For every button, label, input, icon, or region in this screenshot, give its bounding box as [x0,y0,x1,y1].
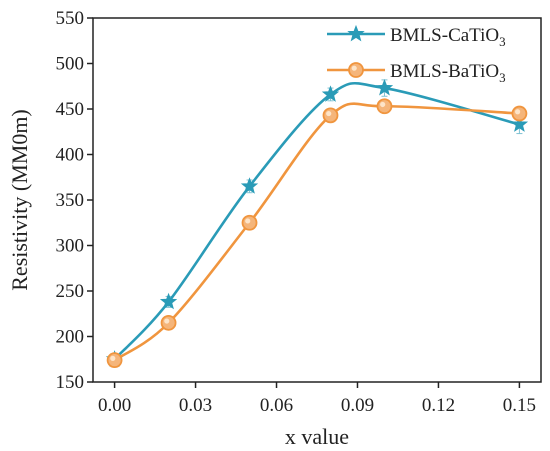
marker-highlight [326,110,332,117]
data-point [375,78,394,96]
y-tick-label: 350 [56,190,85,211]
x-axis: 0.00 0.03 0.06 0.09 0.12 0.15 [98,382,536,416]
series-line [113,81,520,361]
series-2 [106,98,528,369]
legend-item: BMLS-BaTiO3 [327,61,506,85]
x-tick-label: 0.09 [341,395,374,416]
y-tick-label: 200 [56,327,85,348]
x-tick-label: 0.12 [422,395,455,416]
x-axis-title: x value [285,424,349,449]
legend-label: BMLS-BaTiO3 [390,61,506,85]
y-tick-label: 500 [56,54,85,75]
marker-highlight [110,355,116,361]
data-point [240,177,259,194]
y-tick-label: 450 [56,99,85,120]
y-tick-label: 250 [56,281,85,302]
series-layer [105,78,529,369]
legend-marker [347,24,365,42]
y-tick-label: 300 [56,236,85,257]
marker-highlight [245,218,251,224]
y-tick-label: 150 [56,372,85,393]
x-tick-label: 0.06 [260,395,293,416]
x-tick-label: 0.15 [503,395,536,416]
marker-highlight [515,109,521,115]
marker-highlight [380,101,386,108]
y-tick-label: 400 [56,145,85,166]
legend-marker [348,62,364,78]
data-point [159,292,178,310]
data-point [106,352,123,369]
legend-label: BMLS-CaTiO3 [390,25,506,49]
data-point [511,105,528,122]
marker-highlight [351,65,357,71]
x-tick-label: 0.03 [179,395,212,416]
legend: BMLS-CaTiO3 BMLS-BaTiO3 [327,24,506,85]
data-point [160,314,177,331]
data-point [376,98,393,115]
data-point [321,85,340,102]
series-1 [105,78,529,367]
data-point [322,107,339,124]
y-axis-title: Resistivity (MM0m) [7,109,32,291]
data-point [241,214,258,231]
legend-item: BMLS-CaTiO3 [327,24,506,49]
marker-highlight [164,318,170,324]
y-axis: 150 200 250 300 350 400 450 500 550 [56,8,93,393]
x-tick-label: 0.00 [98,395,131,416]
y-tick-label: 550 [56,8,85,29]
data-point [510,115,529,132]
